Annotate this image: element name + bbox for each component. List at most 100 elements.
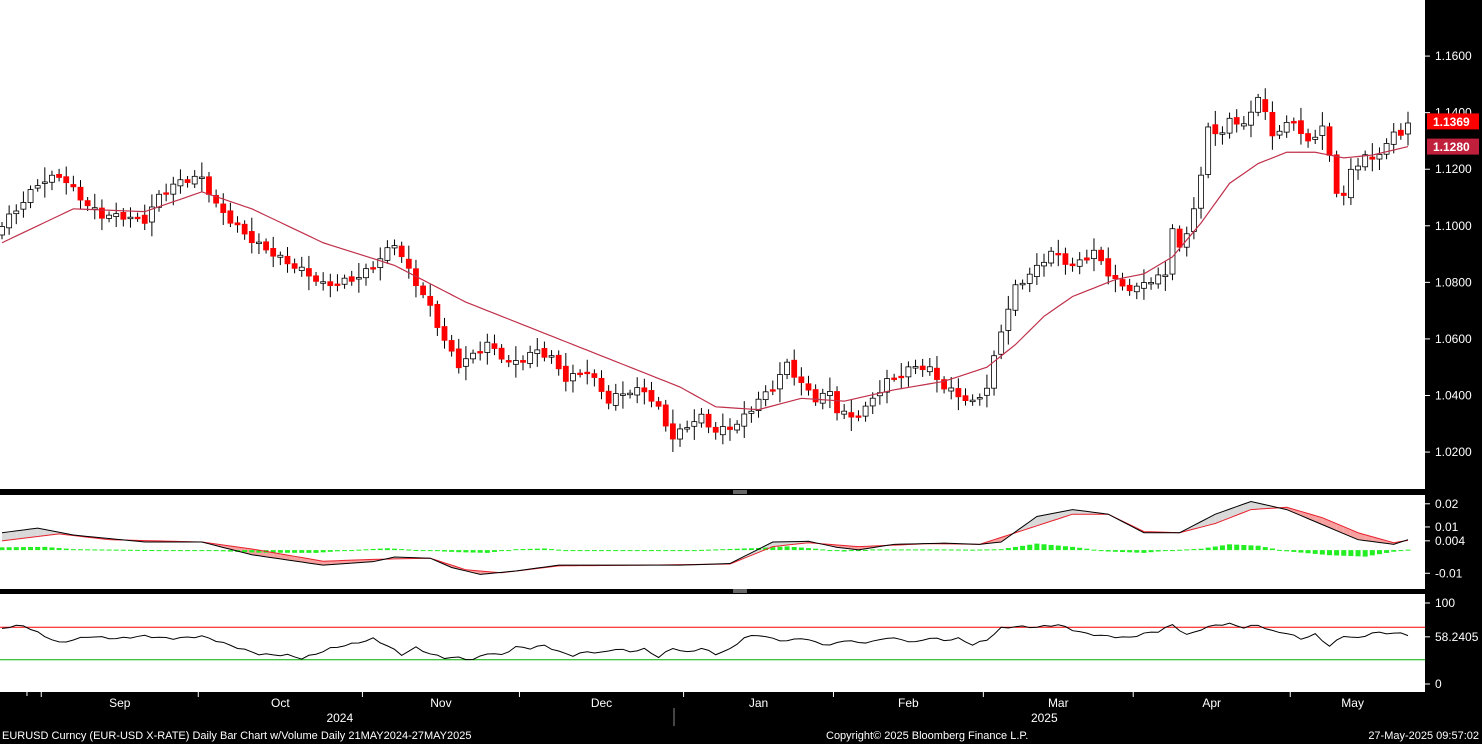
histogram-bar: [805, 548, 811, 551]
histogram-bar: [413, 549, 419, 551]
candle-down: [1290, 121, 1297, 124]
histogram-bar: [6, 547, 12, 551]
candle-up: [156, 193, 162, 208]
candle-down: [398, 245, 405, 258]
candle-up: [384, 247, 391, 261]
candle-down: [798, 376, 805, 383]
rsi-line: [1, 622, 1409, 661]
histogram-bar: [334, 550, 340, 552]
histogram-bar: [35, 546, 41, 551]
candle-down: [1176, 228, 1183, 248]
macd-signal-fill: [337, 560, 345, 565]
candle-up: [1319, 125, 1326, 136]
histogram-bar: [1398, 550, 1404, 552]
histogram-bar: [1234, 544, 1240, 551]
histogram-bar: [963, 549, 969, 551]
histogram-bar: [1041, 544, 1047, 551]
candle-up: [1076, 259, 1083, 267]
candle-down: [327, 281, 334, 286]
histogram-bar: [984, 549, 990, 551]
candle-up: [926, 366, 933, 373]
histogram-bar: [920, 549, 926, 551]
histogram-bar: [577, 550, 583, 552]
candle-down: [962, 395, 969, 401]
price-pane: [0, 0, 1425, 489]
histogram-bar: [284, 550, 290, 553]
histogram-bar: [313, 550, 319, 553]
histogram-bar: [991, 549, 997, 551]
macd-signal-fill: [266, 551, 274, 558]
histogram-bar: [185, 550, 191, 552]
candle-down: [305, 268, 312, 277]
month-label: Oct: [271, 696, 290, 710]
year-label: 2024: [326, 711, 353, 725]
rsi-tick-label: 58.2405: [1435, 630, 1479, 644]
macd-signal-fill: [37, 528, 45, 537]
month-label: Sep: [109, 696, 131, 710]
histogram-bar: [1348, 550, 1354, 557]
candle-down: [448, 340, 455, 352]
pane-resize-handle[interactable]: [733, 589, 747, 593]
histogram-bar: [0, 547, 5, 551]
candle-up: [627, 392, 633, 396]
histogram-bar: [1262, 547, 1268, 551]
candle-up: [355, 277, 362, 280]
pane-resize-handle[interactable]: [733, 490, 747, 494]
candle-up: [677, 428, 683, 440]
candle-down: [1305, 133, 1311, 142]
candle-down: [1105, 258, 1112, 277]
last-price-tag: [1427, 113, 1479, 130]
histogram-bar: [406, 549, 412, 551]
candle-down: [1112, 274, 1119, 279]
histogram-bar: [748, 548, 754, 551]
histogram-bar: [713, 549, 719, 551]
histogram-bar: [470, 550, 476, 553]
candle-up: [1240, 123, 1247, 127]
candle-up: [1383, 143, 1390, 155]
histogram-bar: [1269, 548, 1275, 551]
macd-signal-fill: [287, 555, 295, 561]
histogram-bar: [1376, 550, 1382, 555]
macd-signal-fill: [344, 560, 352, 564]
candle-up: [1219, 132, 1226, 135]
candle-down: [648, 390, 655, 402]
candle-up: [34, 185, 41, 189]
candle-down: [427, 295, 434, 306]
histogram-bar: [399, 549, 405, 551]
candle-down: [434, 304, 441, 328]
histogram-bar: [92, 549, 98, 551]
histogram-bar: [563, 550, 569, 552]
candle-up: [748, 410, 755, 414]
candle-up: [762, 391, 769, 401]
candle-down: [805, 383, 812, 391]
histogram-bar: [270, 550, 276, 553]
histogram-bar: [420, 550, 426, 552]
histogram-bar: [1062, 546, 1068, 551]
histogram-bar: [1319, 550, 1325, 555]
month-label: Nov: [430, 696, 451, 710]
candle-down: [655, 401, 662, 407]
macd-signal-fill: [1065, 509, 1073, 517]
histogram-bar: [1184, 549, 1190, 551]
histogram-bar: [527, 548, 533, 551]
histogram-bar: [620, 550, 626, 552]
histogram-bar: [392, 548, 398, 551]
macd-signal-fill: [2, 531, 10, 541]
candle-up: [1162, 274, 1169, 278]
macd-pane: [0, 495, 1425, 589]
histogram-bar: [456, 550, 462, 553]
candle-down: [241, 223, 248, 235]
candle-up: [884, 378, 890, 393]
candle-down: [891, 377, 898, 380]
histogram-bar: [342, 550, 348, 552]
histogram-bar: [1077, 547, 1083, 551]
candle-up: [969, 399, 976, 403]
candle-up: [841, 410, 848, 415]
histogram-bar: [627, 550, 633, 552]
macd-signal-fill: [772, 541, 780, 547]
candle-up: [1012, 284, 1019, 311]
histogram-bar: [1005, 548, 1011, 551]
candle-up: [148, 206, 155, 223]
candle-up: [198, 176, 205, 179]
macd-signal-fill: [330, 560, 338, 565]
